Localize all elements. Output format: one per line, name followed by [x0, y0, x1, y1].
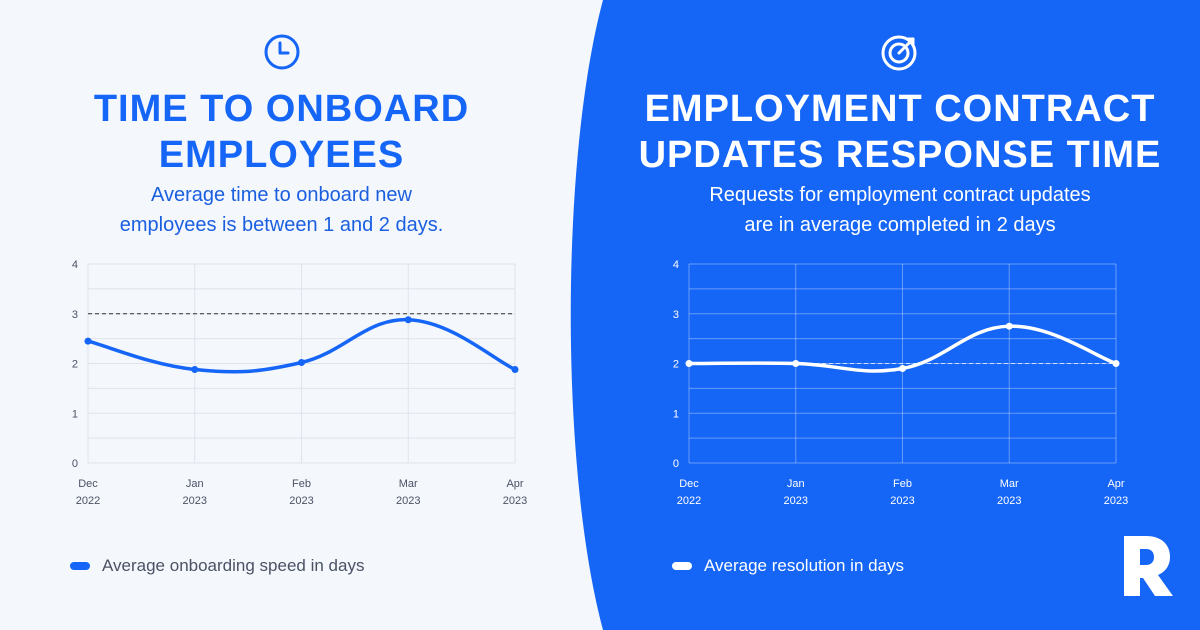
onboarding-subtitle-line1: Average time to onboard new — [151, 184, 412, 206]
onboarding-chart-y-tick-label: 0 — [72, 458, 78, 470]
onboarding-chart-x-tick-year-label: 2023 — [396, 495, 420, 507]
onboarding-chart-y-tick-label: 4 — [72, 259, 78, 271]
r-logo-icon — [1124, 536, 1173, 596]
clock-icon — [264, 34, 300, 70]
resolution-chart-data-point — [792, 360, 800, 367]
resolution-chart-x-tick-label: Feb — [893, 478, 912, 490]
onboarding-title: TIME TO ONBOARD EMPLOYEES — [0, 86, 563, 178]
contract-updates-title-line1: EMPLOYMENT CONTRACT — [644, 88, 1156, 130]
resolution-chart-data-point — [1112, 360, 1120, 367]
resolution-chart-x-tick-year-label: 2023 — [890, 495, 914, 507]
onboarding-chart-x-tick-year-label: 2022 — [76, 495, 100, 507]
onboarding-chart-x-tick-year-label: 2023 — [183, 495, 207, 507]
onboarding-legend-swatch — [70, 562, 90, 570]
onboarding-subtitle: Average time to onboard new employees is… — [0, 180, 563, 240]
resolution-chart-y-tick-label: 1 — [673, 408, 679, 420]
contract-updates-title-line2: UPDATES RESPONSE TIME — [638, 134, 1162, 176]
contract-updates-subtitle-line2: are in average completed in 2 days — [744, 214, 1056, 236]
resolution-chart-x-tick-label: Dec — [679, 478, 699, 490]
onboarding-chart-x-tick-label: Mar — [399, 478, 418, 490]
contract-updates-subtitle: Requests for employment contract updates… — [620, 180, 1180, 240]
resolution-chart-x-tick-label: Jan — [787, 478, 805, 490]
resolution-chart-x-tick-label: Mar — [1000, 478, 1019, 490]
onboarding-subtitle-line2: employees is between 1 and 2 days. — [119, 214, 444, 236]
onboarding-chart-x-tick-label: Jan — [186, 478, 204, 490]
resolution-chart-x-tick-year-label: 2023 — [784, 495, 808, 507]
blue-panel-background — [570, 0, 1200, 630]
resolution-chart-y-tick-label: 3 — [673, 309, 679, 321]
contract-updates-subtitle-line1: Requests for employment contract updates — [709, 184, 1091, 206]
onboarding-legend: Average onboarding speed in days — [70, 556, 364, 576]
onboarding-chart-data-point — [298, 359, 305, 367]
resolution-chart-y-tick-label: 4 — [673, 259, 679, 271]
resolution-chart-data-point — [1005, 322, 1013, 330]
resolution-legend: Average resolution in days — [672, 556, 904, 576]
resolution-chart-y-tick-label: 2 — [673, 359, 679, 371]
onboarding-chart-y-tick-label: 1 — [72, 408, 78, 420]
onboarding-chart-x-tick-year-label: 2023 — [289, 495, 313, 507]
onboarding-chart-x-tick-year-label: 2023 — [503, 495, 527, 507]
resolution-chart-data-point — [899, 364, 906, 372]
onboarding-chart-x-tick-label: Feb — [292, 478, 311, 490]
onboarding-chart-y-tick-label: 3 — [72, 309, 78, 321]
resolution-legend-swatch — [672, 562, 692, 570]
onboarding-chart-y-tick-label: 2 — [72, 359, 78, 371]
onboarding-title-line2: EMPLOYEES — [158, 134, 405, 176]
resolution-chart-x-tick-year-label: 2022 — [677, 495, 701, 507]
onboarding-chart-data-point — [404, 316, 412, 324]
onboarding-chart-data-point — [84, 337, 92, 345]
resolution-chart-y-tick-label: 0 — [673, 458, 679, 470]
resolution-legend-label: Average resolution in days — [704, 556, 905, 575]
onboarding-chart-data-point — [511, 365, 519, 373]
onboarding-chart-x-tick-label: Dec — [78, 478, 98, 490]
onboarding-chart-x-tick-label: Apr — [506, 478, 523, 490]
onboarding-title-line1: TIME TO ONBOARD — [93, 88, 470, 130]
resolution-chart-data-point — [685, 360, 693, 367]
onboarding-legend-label: Average onboarding speed in days — [102, 556, 365, 575]
contract-updates-panel: EMPLOYMENT CONTRACT UPDATES RESPONSE TIM… — [620, 0, 1180, 630]
resolution-chart-x-tick-year-label: 2023 — [997, 495, 1021, 507]
onboarding-chart-data-point — [191, 365, 199, 373]
contract-updates-title: EMPLOYMENT CONTRACT UPDATES RESPONSE TIM… — [620, 86, 1180, 178]
resolution-chart-x-tick-label: Apr — [1107, 478, 1124, 490]
resolution-chart-x-tick-year-label: 2023 — [1104, 495, 1128, 507]
onboarding-panel: TIME TO ONBOARD EMPLOYEES Average time t… — [0, 0, 563, 630]
target-icon — [881, 35, 917, 71]
